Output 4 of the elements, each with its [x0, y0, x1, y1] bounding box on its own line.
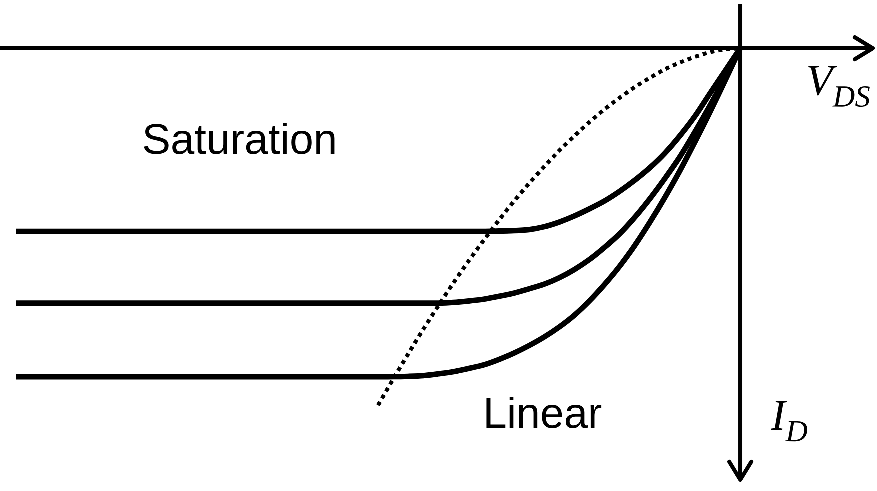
- annotation: Saturation: [144, 122, 335, 154]
- x-axis-title: V$_{DS}$: [808, 66, 870, 108]
- annotation: Linear: [486, 396, 602, 428]
- y-axis-title: I$_{D}$: [771, 401, 808, 442]
